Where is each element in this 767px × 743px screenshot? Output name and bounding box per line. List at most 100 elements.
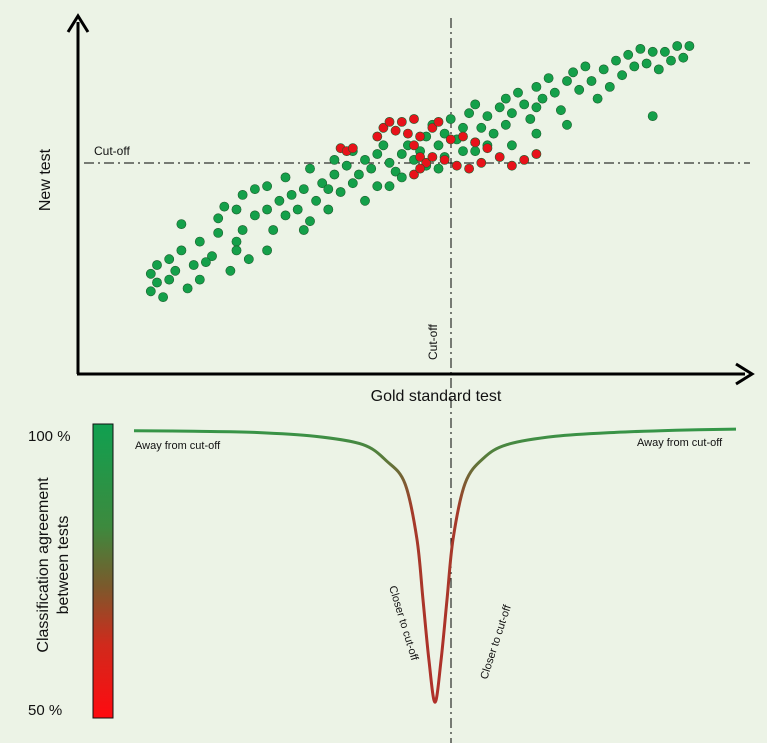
disagree-point bbox=[415, 163, 425, 174]
agree-point bbox=[635, 44, 646, 54]
disagree-point bbox=[396, 117, 407, 127]
agree-point bbox=[274, 195, 285, 206]
disagree-point bbox=[347, 143, 358, 154]
agree-point bbox=[335, 187, 346, 197]
agree-point bbox=[537, 93, 548, 104]
agree-point bbox=[678, 52, 689, 63]
agree-point bbox=[372, 181, 383, 192]
agree-point bbox=[329, 154, 340, 165]
agree-point bbox=[574, 84, 585, 95]
right-closer-label: Closer to cut-off bbox=[478, 603, 514, 681]
agree-point bbox=[482, 111, 493, 121]
disagree-point bbox=[464, 163, 474, 174]
agree-point bbox=[158, 292, 168, 302]
agree-point bbox=[292, 204, 303, 215]
agree-point bbox=[243, 254, 254, 265]
left-away-label: Away from cut-off bbox=[135, 440, 221, 452]
agreement-color-bar bbox=[92, 423, 114, 719]
disagree-point bbox=[402, 128, 413, 139]
y-axis-label: New test bbox=[37, 148, 54, 211]
agree-point bbox=[598, 64, 609, 75]
agree-point bbox=[672, 41, 683, 51]
agree-point bbox=[213, 227, 224, 238]
agree-point bbox=[653, 64, 664, 75]
agree-point bbox=[531, 102, 542, 113]
agree-point bbox=[500, 93, 511, 104]
agree-point bbox=[207, 251, 217, 262]
disagree-point bbox=[415, 131, 425, 142]
agree-point bbox=[176, 245, 187, 256]
scatter-panel: Cut-off Cut-off New test Gold standard t… bbox=[37, 13, 755, 743]
agree-point bbox=[311, 195, 321, 206]
agree-point bbox=[506, 140, 517, 151]
x-axis-arrowhead bbox=[735, 362, 755, 386]
y-axis-arrowhead bbox=[66, 13, 90, 33]
agree-point bbox=[194, 236, 205, 247]
agree-point bbox=[556, 105, 566, 116]
agree-point bbox=[629, 61, 640, 72]
agree-point bbox=[298, 184, 309, 194]
agree-point bbox=[372, 149, 383, 159]
agree-point bbox=[562, 119, 572, 130]
agree-point bbox=[684, 41, 695, 51]
disagree-point bbox=[409, 114, 419, 124]
agree-point bbox=[506, 108, 517, 119]
disagree-point bbox=[470, 137, 481, 148]
agree-point bbox=[494, 102, 505, 113]
agree-point bbox=[280, 172, 291, 183]
disagree-point bbox=[427, 122, 438, 133]
agree-point bbox=[231, 204, 242, 215]
agree-point bbox=[305, 163, 315, 174]
agree-point bbox=[488, 128, 499, 139]
scatter-points bbox=[145, 41, 695, 302]
agree-point bbox=[439, 128, 450, 139]
disagree-point bbox=[439, 154, 450, 165]
agree-point bbox=[378, 140, 389, 151]
agree-point bbox=[286, 189, 297, 200]
agree-point bbox=[500, 119, 511, 130]
disagree-point bbox=[451, 160, 462, 171]
agree-point bbox=[666, 55, 676, 66]
disagree-point bbox=[409, 140, 419, 151]
agree-point bbox=[237, 225, 248, 235]
agree-point bbox=[262, 245, 272, 256]
agreement-top-percent: 100 % bbox=[28, 428, 71, 445]
agree-point bbox=[145, 268, 156, 279]
agree-point bbox=[513, 87, 523, 98]
disagree-point bbox=[506, 160, 517, 171]
agree-point bbox=[396, 172, 407, 183]
agree-point bbox=[170, 265, 181, 276]
agree-point bbox=[262, 181, 272, 192]
agree-point bbox=[194, 274, 205, 285]
agree-point bbox=[341, 160, 352, 171]
disagree-point bbox=[458, 131, 468, 142]
agree-point bbox=[164, 254, 175, 265]
agree-point bbox=[531, 82, 542, 92]
disagree-point bbox=[390, 125, 401, 136]
agree-point bbox=[568, 67, 578, 78]
agree-point bbox=[360, 195, 370, 206]
agree-point bbox=[200, 257, 211, 267]
agree-point bbox=[390, 166, 401, 177]
disagree-point bbox=[519, 154, 530, 165]
agree-point bbox=[323, 184, 334, 194]
disagree-point bbox=[372, 131, 383, 142]
agree-point bbox=[641, 58, 652, 69]
disagree-point bbox=[384, 117, 395, 127]
agree-point bbox=[231, 245, 242, 256]
agree-point bbox=[647, 46, 658, 57]
agree-point bbox=[580, 61, 591, 72]
agree-point bbox=[353, 169, 364, 180]
agree-point bbox=[519, 99, 530, 110]
disagree-point bbox=[476, 157, 487, 168]
disagree-point bbox=[409, 169, 419, 180]
agree-point bbox=[623, 49, 634, 60]
agree-point bbox=[152, 260, 162, 270]
agree-point bbox=[433, 140, 444, 151]
agree-point bbox=[592, 93, 603, 104]
disagree-point bbox=[433, 117, 444, 127]
agree-point bbox=[237, 189, 248, 200]
agree-point bbox=[225, 265, 236, 276]
x-axis-label: Gold standard test bbox=[371, 388, 502, 405]
